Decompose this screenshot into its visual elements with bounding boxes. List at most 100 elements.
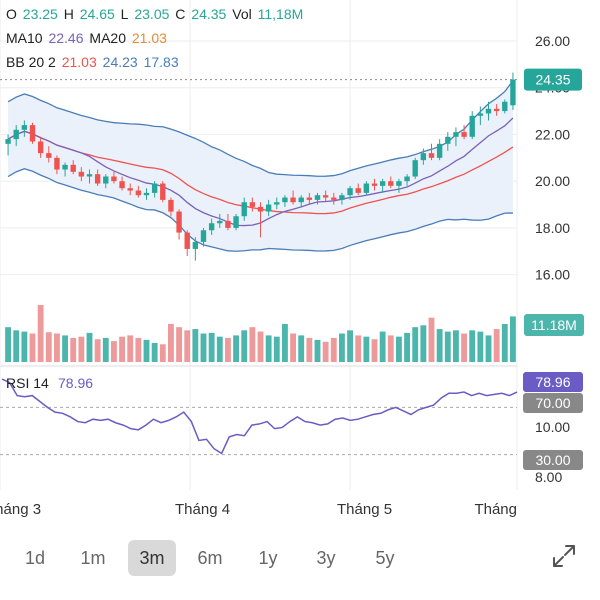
- volume-bar: [298, 335, 305, 362]
- timeframe-label: 1m: [80, 548, 106, 568]
- volume-bar: [13, 330, 20, 362]
- timeframe-label: 5y: [375, 548, 395, 568]
- timeframe-label: 3y: [316, 548, 336, 568]
- bollinger-lower-line: [7, 168, 513, 252]
- volume-bar: [477, 331, 484, 362]
- candle-body: [13, 129, 19, 140]
- candle-body: [29, 125, 36, 142]
- price-tick-label: 18.00: [535, 220, 570, 236]
- candle-body: [5, 139, 11, 144]
- volume-bar: [5, 327, 12, 362]
- timeframe-6m[interactable]: 6m: [186, 540, 234, 576]
- volume-bar: [216, 336, 223, 362]
- price-tick-label: 26.00: [535, 33, 570, 49]
- volume-bar: [167, 324, 174, 362]
- candle-body: [21, 125, 28, 130]
- volume-bar: [159, 344, 166, 362]
- volume-label: Vol: [232, 6, 252, 22]
- candle-body: [257, 206, 264, 212]
- volume-bar: [290, 333, 297, 362]
- timeframe-1d[interactable]: 1d: [11, 540, 59, 576]
- candle-body: [355, 188, 361, 193]
- volume-bar: [86, 332, 93, 362]
- price-tick-label: 16.00: [535, 267, 570, 283]
- candle-body: [86, 174, 93, 177]
- candle-body: [461, 132, 467, 137]
- volume-bar: [37, 305, 44, 362]
- volume-bar: [233, 335, 240, 362]
- high-value: 24.65: [79, 6, 115, 22]
- volume-bar: [428, 317, 435, 362]
- candle-body: [119, 181, 125, 189]
- bollinger-band-fill: [8, 80, 513, 252]
- volume-bar: [493, 329, 500, 362]
- volume-bar: [94, 339, 101, 362]
- x-axis-label: Tháng 4: [175, 501, 230, 518]
- volume-bar: [387, 335, 394, 362]
- price-chart[interactable]: 26.0024.0022.0020.0018.0016.0024.3511.18…: [0, 0, 600, 530]
- timeframe-label: 1d: [24, 548, 46, 568]
- candle-body: [502, 101, 508, 112]
- volume-bar: [135, 337, 142, 362]
- volume-bar: [21, 331, 28, 362]
- candle-body: [314, 195, 321, 200]
- candle-body: [445, 136, 451, 144]
- volume-bar: [200, 333, 207, 362]
- ma10-value: 22.46: [48, 30, 84, 46]
- volume-bar: [509, 316, 516, 362]
- bb-legend: BB 20 2 21.03 24.23 17.83: [6, 54, 181, 70]
- volume-bar: [420, 325, 427, 362]
- volume-bar: [70, 337, 77, 362]
- price-tick-label: 22.00: [535, 126, 570, 142]
- volume-bar: [395, 336, 402, 362]
- rsi-value-tag-label: 78.96: [535, 374, 570, 390]
- candle-body: [339, 195, 345, 200]
- volume-bar: [322, 341, 329, 362]
- candle-body: [371, 183, 378, 186]
- timeframe-label: 1y: [258, 548, 278, 568]
- volume-bar: [444, 331, 451, 362]
- timeframe-1y[interactable]: 1y: [244, 540, 292, 576]
- volume-bar: [371, 339, 378, 362]
- candle-body: [168, 199, 174, 212]
- rsi-30-tag-label: 30.00: [535, 452, 570, 468]
- candle-body: [241, 202, 247, 217]
- volume-bar: [273, 336, 280, 362]
- candle-body: [127, 188, 133, 191]
- rsi-label: RSI 14: [6, 375, 49, 391]
- candle-body: [510, 79, 516, 106]
- volume-bar: [127, 335, 134, 362]
- timeframe-5y[interactable]: 5y: [361, 540, 409, 576]
- volume-bar: [45, 332, 52, 362]
- volume-bar: [78, 336, 85, 362]
- volume-bar: [281, 324, 288, 362]
- volume-bar: [338, 333, 345, 362]
- candle-body: [94, 174, 101, 184]
- candle-body: [225, 220, 231, 228]
- x-axis-label: Tháng 5: [337, 501, 392, 518]
- timeframe-1m[interactable]: 1m: [69, 540, 117, 576]
- timeframe-3y[interactable]: 3y: [302, 540, 350, 576]
- bb-upper-value: 21.03: [61, 54, 97, 70]
- bollinger-upper-line: [7, 80, 514, 177]
- volume-bar: [436, 329, 443, 362]
- close-label: C: [175, 6, 186, 22]
- volume-bar: [224, 337, 231, 362]
- timeframe-3m[interactable]: 3m: [128, 540, 176, 576]
- candle-body: [265, 204, 272, 212]
- candle-body: [249, 202, 256, 207]
- low-label: L: [120, 6, 129, 22]
- candle-body: [184, 232, 190, 249]
- volume-bar: [208, 332, 215, 362]
- ma20-value: 21.03: [131, 30, 167, 46]
- volume-bar: [461, 333, 468, 362]
- rsi-70-tag: [523, 393, 583, 413]
- ma-legend: MA10 22.46 MA20 21.03: [6, 30, 169, 46]
- expand-icon[interactable]: [550, 542, 578, 570]
- volume-bar: [151, 343, 158, 362]
- candle-body: [363, 183, 370, 193]
- volume-bar: [412, 327, 419, 362]
- timeframe-label: 3m: [139, 548, 165, 568]
- candle-body: [485, 108, 492, 114]
- close-value: 24.35: [191, 6, 227, 22]
